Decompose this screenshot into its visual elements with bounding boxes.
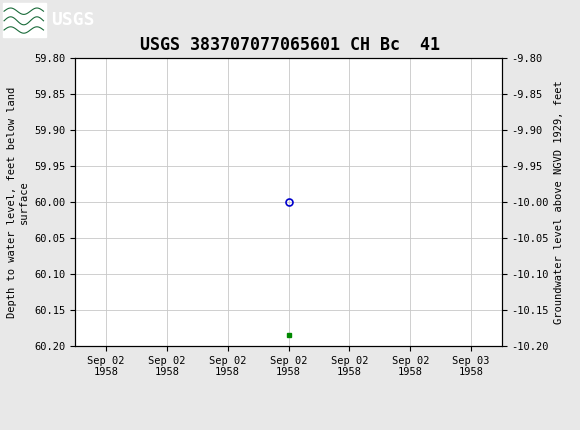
Text: USGS: USGS: [51, 11, 95, 29]
Y-axis label: Groundwater level above NGVD 1929, feet: Groundwater level above NGVD 1929, feet: [554, 80, 564, 324]
Y-axis label: Depth to water level, feet below land
surface: Depth to water level, feet below land su…: [8, 86, 29, 318]
Text: USGS 383707077065601 CH Bc  41: USGS 383707077065601 CH Bc 41: [140, 36, 440, 54]
FancyBboxPatch shape: [3, 3, 46, 37]
